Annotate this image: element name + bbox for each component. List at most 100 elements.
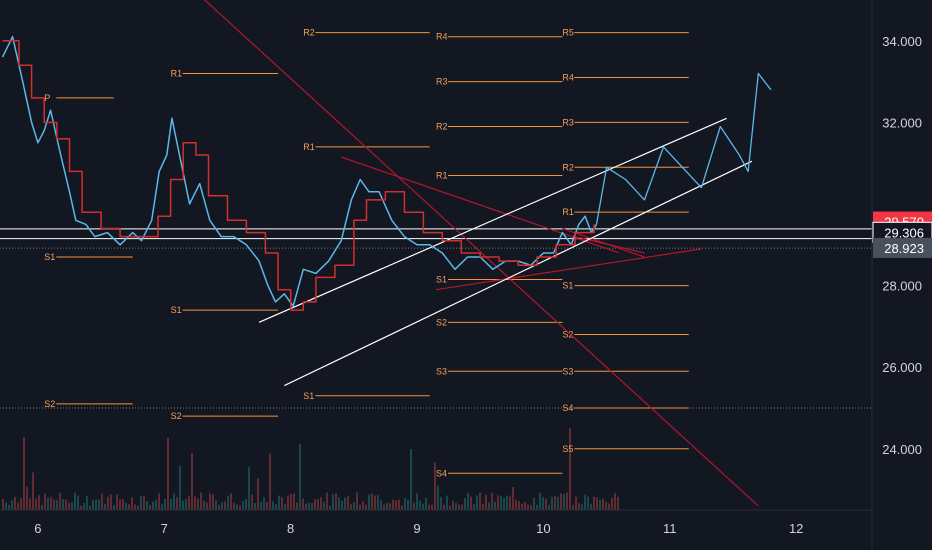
volume-bar: [14, 496, 16, 510]
pivot-label: R5: [562, 28, 574, 38]
volume-bar: [497, 495, 499, 510]
volume-bar: [530, 505, 532, 510]
price-label-box: [873, 237, 932, 258]
volume-bar: [539, 492, 541, 510]
horizontal-price-lines: [0, 228, 872, 409]
volume-bar: [299, 444, 301, 510]
volume-bar: [509, 496, 511, 510]
volume-bar: [269, 453, 271, 510]
volume-bar: [533, 497, 535, 510]
volume-bar: [53, 499, 55, 510]
trendline: [284, 160, 753, 387]
volume-bar: [353, 502, 355, 510]
time-axis: 6 7 8 9 10 11 12: [34, 521, 803, 536]
volume-bar: [263, 497, 265, 510]
x-tick-label: 10: [536, 521, 550, 536]
volume-bar: [443, 504, 445, 510]
volume-bar: [398, 499, 400, 510]
volume-bar: [131, 497, 133, 510]
volume-bar: [242, 501, 244, 510]
volume-bar: [134, 504, 136, 510]
volume-bar: [362, 501, 364, 510]
volume-bar: [182, 500, 184, 510]
volume-bar: [437, 485, 439, 510]
volume-bar: [617, 496, 619, 510]
volume-bar: [29, 498, 31, 510]
volume-bar: [305, 503, 307, 510]
volume-bar: [554, 496, 556, 510]
volume-bar: [32, 472, 34, 510]
pivot-label: R3: [562, 117, 574, 127]
volume-bar: [101, 493, 103, 510]
volume-bar: [113, 504, 115, 510]
volume-bar: [389, 503, 391, 510]
price-axis-panel[interactable]: [872, 0, 932, 550]
volume-bar: [479, 492, 481, 510]
volume-bar: [11, 500, 13, 510]
volume-bar: [542, 497, 544, 510]
pivot-label: R2: [303, 28, 315, 38]
volume-bar: [476, 495, 478, 510]
volume-bar: [218, 504, 220, 510]
pivot-label: R1: [436, 170, 448, 180]
volume-bar: [368, 494, 370, 510]
volume-bar: [50, 496, 52, 510]
x-tick-label: 11: [663, 521, 677, 536]
volume-bar: [191, 453, 193, 510]
volume-bar: [203, 500, 205, 510]
pivot-label: S2: [171, 411, 182, 421]
volume-bar: [320, 497, 322, 510]
volume-bar: [524, 502, 526, 510]
x-tick-label: 6: [34, 521, 41, 536]
pivot-label: R4: [562, 73, 574, 83]
volume-bar: [341, 500, 343, 510]
volume-bar: [449, 505, 451, 510]
volume-bar: [356, 492, 358, 510]
volume-bar: [224, 501, 226, 510]
trendline: [258, 117, 727, 323]
volume-bar: [494, 501, 496, 510]
volume-bar: [5, 502, 7, 510]
pivot-label: R1: [171, 68, 183, 78]
volume-bar: [281, 497, 283, 510]
pivot-label: S1: [436, 274, 447, 284]
volume-bar: [446, 495, 448, 510]
volume-bar: [158, 493, 160, 510]
volume-bar: [593, 496, 595, 510]
volume-bar: [185, 498, 187, 510]
volume-bar: [491, 492, 493, 510]
volume-bar: [155, 499, 157, 510]
pivot-label: S5: [562, 444, 573, 454]
volume-bar: [284, 504, 286, 510]
volume-bar: [518, 500, 520, 510]
volume-bar: [308, 502, 310, 510]
volume-bar: [107, 496, 109, 510]
volume-bar: [59, 492, 61, 510]
volume-bar: [176, 497, 178, 510]
volume-bar: [608, 503, 610, 510]
pivot-label: R2: [562, 162, 574, 172]
y-tick-label: 26.000: [882, 360, 922, 375]
volume-bar: [515, 499, 517, 510]
volume-bar: [41, 504, 43, 510]
pivot-label: P: [44, 93, 50, 103]
volume-bar: [149, 504, 151, 510]
volume-bar: [548, 505, 550, 510]
volume-bar: [251, 494, 253, 510]
volume-bar: [95, 499, 97, 510]
volume-bar: [410, 448, 412, 510]
volume-bar: [485, 494, 487, 510]
volume-bar: [596, 497, 598, 510]
volume-bar: [122, 499, 124, 510]
volume-bar: [200, 492, 202, 510]
volume-bar: [74, 492, 76, 510]
volume-bar: [38, 495, 40, 510]
volume-bar: [254, 503, 256, 510]
pivot-label: S1: [171, 305, 182, 315]
volume-bar: [212, 494, 214, 510]
y-tick-label: 28.000: [882, 279, 922, 294]
volume-bar: [350, 504, 352, 510]
volume-bar: [584, 494, 586, 510]
